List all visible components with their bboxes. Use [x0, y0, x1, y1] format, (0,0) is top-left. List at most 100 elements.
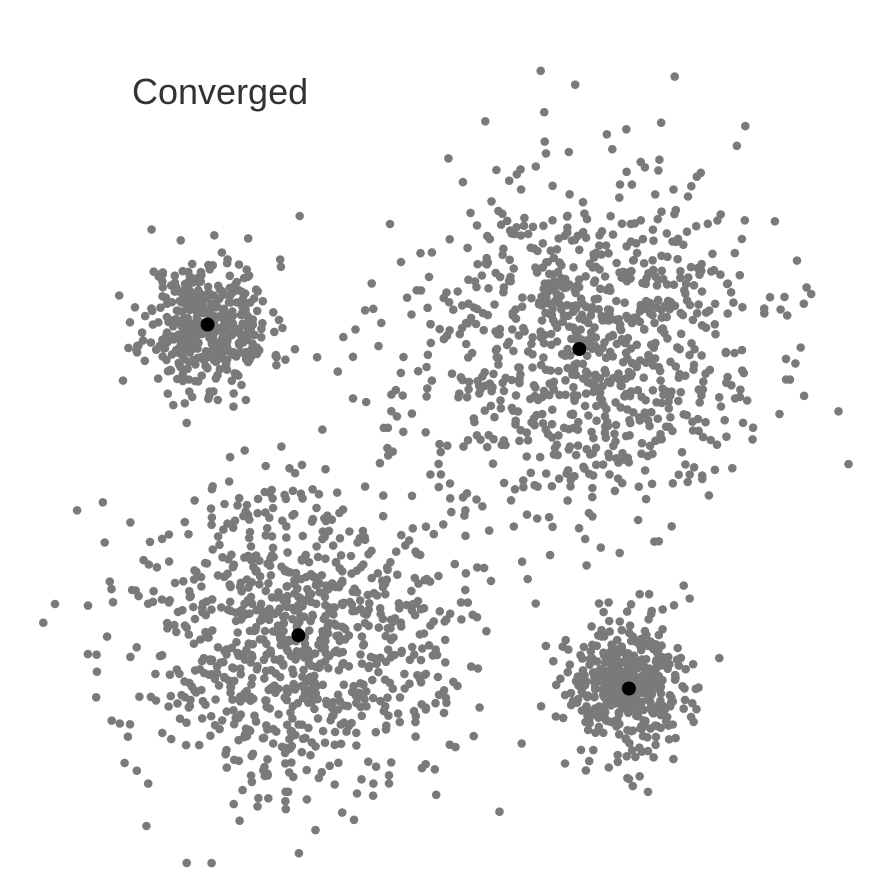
- data-point: [351, 689, 360, 699]
- data-point: [344, 721, 354, 731]
- data-point: [497, 440, 507, 450]
- data-point: [596, 284, 605, 294]
- data-point: [491, 268, 501, 278]
- data-point: [351, 325, 360, 334]
- data-point: [290, 576, 299, 585]
- data-point: [547, 419, 557, 429]
- data-point: [742, 396, 752, 405]
- data-point: [407, 409, 417, 418]
- data-point: [247, 680, 256, 689]
- data-point: [105, 577, 115, 586]
- data-point: [306, 616, 315, 626]
- data-point: [727, 381, 736, 390]
- data-point: [585, 339, 595, 348]
- data-point: [317, 571, 327, 580]
- data-point: [709, 265, 719, 275]
- data-point: [586, 647, 596, 656]
- data-point: [665, 690, 675, 700]
- data-point: [149, 586, 158, 596]
- data-point: [527, 418, 536, 427]
- data-point: [668, 479, 678, 488]
- data-point: [252, 306, 262, 316]
- data-point: [644, 589, 654, 599]
- data-point: [563, 211, 572, 221]
- data-point: [589, 745, 598, 755]
- data-point: [234, 756, 244, 766]
- data-point: [219, 525, 228, 534]
- data-point: [232, 637, 241, 647]
- data-point: [175, 669, 184, 679]
- data-point: [669, 754, 678, 764]
- data-point: [644, 351, 653, 361]
- data-point: [641, 395, 650, 405]
- data-point: [563, 667, 572, 677]
- data-point: [234, 286, 244, 295]
- data-point: [648, 449, 657, 459]
- data-point: [338, 660, 347, 669]
- data-point: [398, 391, 408, 400]
- data-point: [170, 620, 179, 630]
- data-point: [663, 252, 672, 262]
- data-point: [190, 666, 200, 675]
- data-point: [607, 694, 616, 703]
- data-point: [598, 707, 607, 717]
- data-point: [344, 662, 354, 671]
- data-point: [603, 421, 613, 431]
- data-point: [484, 526, 494, 535]
- data-point: [648, 255, 657, 265]
- data-point: [275, 255, 285, 264]
- data-point: [588, 483, 597, 493]
- data-point: [541, 469, 551, 478]
- data-point: [478, 308, 488, 318]
- data-point: [329, 603, 339, 612]
- data-point: [268, 543, 278, 553]
- data-point: [393, 709, 403, 718]
- data-point: [386, 557, 395, 567]
- data-point: [364, 663, 374, 673]
- data-point: [164, 557, 174, 566]
- data-point: [407, 310, 416, 319]
- data-point: [439, 686, 449, 695]
- data-point: [561, 390, 570, 400]
- data-point: [156, 303, 165, 313]
- data-point: [413, 366, 423, 376]
- data-point: [598, 677, 607, 686]
- data-point: [126, 652, 135, 662]
- data-point: [464, 299, 473, 309]
- data-point: [741, 121, 750, 131]
- data-point: [142, 821, 151, 831]
- data-point: [538, 263, 548, 272]
- data-point: [593, 294, 603, 304]
- data-point: [242, 609, 252, 619]
- data-point: [162, 618, 172, 628]
- data-point: [218, 305, 228, 315]
- data-point: [611, 420, 621, 430]
- data-point: [690, 344, 699, 354]
- data-point: [439, 708, 449, 718]
- data-point: [580, 209, 589, 218]
- data-point: [330, 740, 340, 750]
- data-point: [132, 643, 141, 652]
- data-point: [646, 340, 656, 350]
- data-point: [184, 703, 194, 712]
- data-point: [257, 606, 266, 616]
- data-point: [507, 229, 516, 238]
- data-point: [590, 685, 600, 694]
- data-point: [381, 702, 390, 711]
- data-point: [207, 520, 216, 530]
- data-point: [352, 741, 361, 750]
- data-point: [336, 720, 346, 729]
- data-point: [509, 264, 518, 273]
- data-point: [759, 304, 769, 313]
- data-point: [595, 348, 604, 357]
- data-point: [601, 368, 611, 378]
- data-point: [737, 345, 747, 355]
- data-point: [570, 393, 579, 403]
- data-point: [730, 394, 740, 403]
- data-point: [102, 632, 112, 641]
- data-point: [479, 325, 489, 335]
- data-point: [547, 481, 557, 491]
- data-point: [561, 376, 570, 385]
- data-point: [383, 423, 393, 433]
- data-point: [463, 243, 472, 253]
